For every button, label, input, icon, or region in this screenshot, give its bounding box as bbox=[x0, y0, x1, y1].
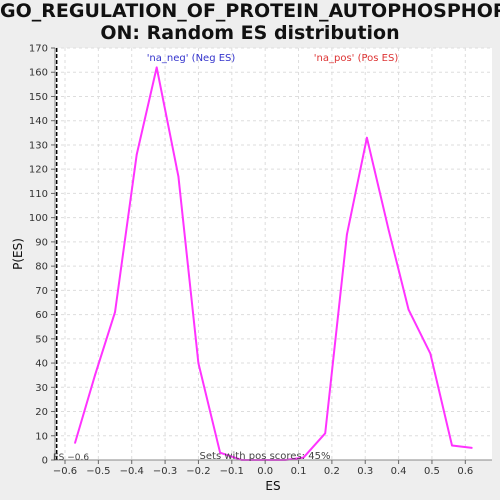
data-point bbox=[366, 136, 368, 139]
x-tick-label: −0.3 bbox=[153, 466, 177, 477]
neg-es-label: 'na_neg' (Neg ES) bbox=[147, 53, 236, 64]
chart-title: GO_REGULATION_OF_PROTEIN_AUTOPHOSPHORYLA… bbox=[0, 0, 500, 44]
y-tick-label: 140 bbox=[29, 116, 48, 127]
data-point bbox=[197, 362, 200, 364]
data-point bbox=[407, 308, 410, 311]
data-point bbox=[94, 374, 96, 376]
x-tick-label: −0.2 bbox=[186, 466, 210, 477]
x-tick-label: 0.1 bbox=[291, 466, 307, 477]
data-point bbox=[429, 352, 432, 355]
data-point bbox=[324, 432, 327, 435]
data-point bbox=[387, 228, 390, 231]
x-tick-label: −0.1 bbox=[220, 466, 244, 477]
y-tick-label: 10 bbox=[35, 431, 48, 442]
data-point bbox=[451, 444, 453, 447]
x-tick-label: 0.3 bbox=[357, 466, 373, 477]
chart-title-line-2: ON: Random ES distribution bbox=[100, 22, 400, 44]
y-tick-label: 30 bbox=[35, 383, 48, 394]
x-ticks: −0.6 −0.5 −0.4 −0.3 −0.2 −0.1 0.0 0.1 0.2 0.3 0.4 0… bbox=[53, 460, 473, 477]
x-tick-label: 0.2 bbox=[324, 466, 340, 477]
y-tick-label: 80 bbox=[35, 262, 48, 273]
x-tick-label: −0.6 bbox=[53, 466, 77, 477]
sets-pos-scores-text: Sets with pos scores: 45% bbox=[200, 451, 331, 462]
data-point bbox=[155, 66, 158, 69]
x-axis-label: ES bbox=[265, 479, 280, 493]
y-tick-label: 70 bbox=[35, 286, 48, 297]
y-tick-label: 150 bbox=[29, 92, 48, 103]
pos-es-label: 'na_pos' (Pos ES) bbox=[314, 53, 399, 64]
data-point bbox=[346, 233, 348, 236]
grid-lines bbox=[55, 47, 492, 461]
y-axis-label: P(ES) bbox=[11, 238, 25, 270]
x-tick-label: −0.5 bbox=[86, 466, 110, 477]
x-tick-label: 0.0 bbox=[257, 466, 273, 477]
y-tick-label: 90 bbox=[35, 237, 48, 248]
data-point bbox=[219, 451, 221, 454]
y-tick-label: 100 bbox=[29, 213, 48, 224]
y-tick-label: 50 bbox=[35, 334, 48, 345]
y-tick-label: 120 bbox=[29, 165, 48, 176]
y-tick-label: 60 bbox=[35, 310, 48, 321]
y-tick-label: 170 bbox=[29, 44, 48, 55]
x-tick-label: −0.4 bbox=[120, 466, 144, 477]
y-tick-label: 0 bbox=[42, 456, 48, 467]
y-tick-label: 110 bbox=[29, 189, 48, 200]
data-point bbox=[471, 447, 473, 449]
data-point bbox=[135, 153, 138, 156]
plot-area bbox=[55, 48, 492, 460]
x-tick-label: 0.6 bbox=[457, 466, 473, 477]
y-tick-label: 40 bbox=[35, 359, 48, 370]
x-tick-label: 0.5 bbox=[424, 466, 440, 477]
data-point bbox=[177, 175, 180, 178]
data-point bbox=[74, 442, 76, 444]
chart-title-line-1: GO_REGULATION_OF_PROTEIN_AUTOPHOSPHORYLA… bbox=[0, 0, 500, 22]
es-marker-label: ES −0.6 bbox=[53, 453, 89, 463]
y-tick-label: 160 bbox=[29, 68, 48, 79]
data-point bbox=[114, 311, 116, 313]
x-tick-label: 0.4 bbox=[391, 466, 407, 477]
data-point bbox=[302, 456, 305, 459]
y-tick-label: 130 bbox=[29, 140, 48, 151]
y-tick-label: 20 bbox=[35, 407, 48, 418]
y-ticks: 0 10 20 30 40 50 60 70 80 90 100 110 120 130 140 150 160… bbox=[29, 44, 55, 467]
